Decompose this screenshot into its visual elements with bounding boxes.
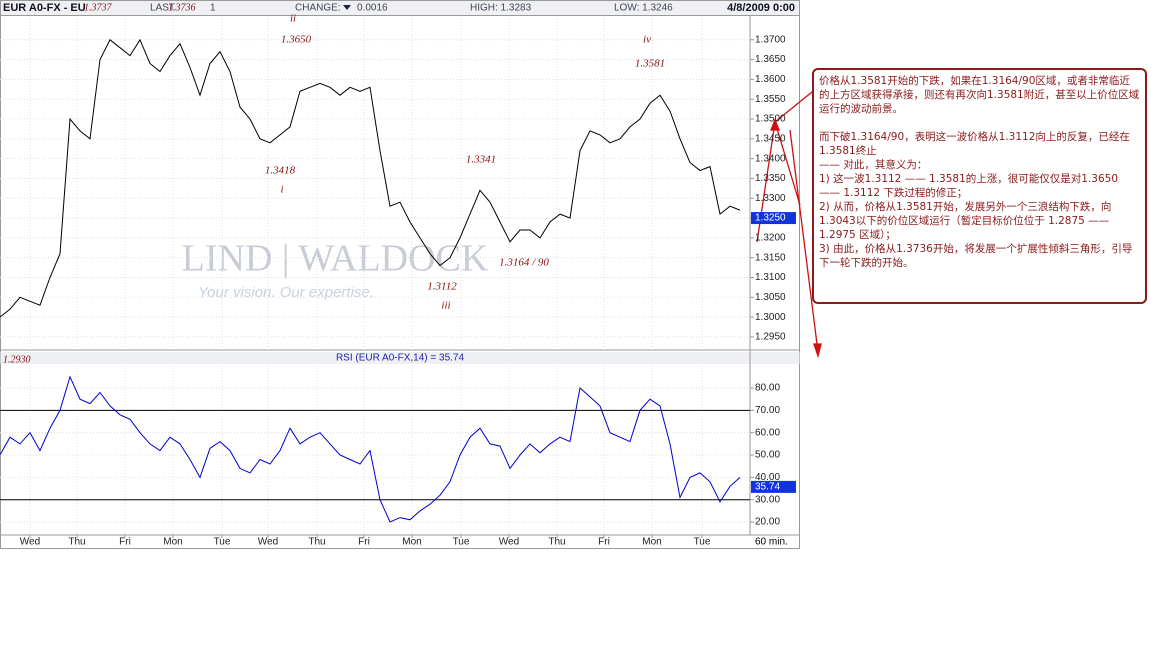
low: LOW: 1.3246: [614, 3, 673, 14]
last-caption: LAST: [150, 3, 175, 14]
header-bar: [0, 0, 800, 16]
x-tick-label: Fri: [119, 537, 131, 548]
annotation: 1.3112: [427, 281, 457, 293]
y-tick-label: 50.00: [755, 450, 780, 461]
arrow-line: [789, 129, 819, 353]
x-tick-label: Tue: [214, 537, 231, 548]
y-tick-label: 20.00: [755, 517, 780, 528]
frame: [0, 0, 800, 549]
annotation: i: [280, 184, 283, 196]
y-tick-label: 1.3600: [755, 74, 786, 85]
x-tick-label: Mon: [163, 537, 182, 548]
current-value-box: [751, 480, 796, 493]
arrow-head: [770, 118, 822, 359]
current-value-label: 35.74: [755, 482, 780, 493]
note-box: 价格从1.3581开始的下跌，如果在1.3164/90区域，或者非常临近的上方区…: [812, 68, 1147, 304]
y-tick-label: 1.3400: [755, 153, 786, 164]
current-value-box: [751, 212, 796, 225]
y-tick-label: 1.3050: [755, 292, 786, 303]
y-tick-label: 1.3550: [755, 94, 786, 105]
note-paragraph: 2) 从而，价格从1.3581开始，发展另外一个三浪结构下跌，向1.3043以下…: [819, 201, 1112, 241]
down-arrow: [343, 5, 351, 10]
y-tick-label: 1.3150: [755, 252, 786, 263]
x-tick-label: Mon: [642, 537, 661, 548]
annotation: iv: [643, 34, 651, 46]
y-tick-label: 1.3350: [755, 173, 786, 184]
y-tick-label: 1.3100: [755, 272, 786, 283]
watermark-slogan: Your vision. Our expertise.: [198, 284, 374, 301]
series-line: [0, 38, 741, 318]
x-tick-label: Thu: [308, 537, 325, 548]
y-tick-label: 1.3650: [755, 54, 786, 65]
y-tick-label: 1.3500: [755, 114, 786, 125]
high: HIGH: 1.3283: [470, 3, 532, 14]
annotation: 1.3341: [466, 154, 496, 166]
y-tick-label: 1.3700: [755, 34, 786, 45]
y-tick-label: 1.3300: [755, 193, 786, 204]
note-paragraph: —— 对此，其意义为：: [819, 159, 928, 171]
arrows: [756, 91, 822, 359]
y-tick-label: 30.00: [755, 494, 780, 505]
watermark-brand: LIND | WALDOCK: [182, 238, 489, 280]
high-mark: 1.3737: [84, 2, 113, 13]
note-paragraph: 1) 这一波1.3112 —— 1.3581的上涨，很可能仅仅是对1.3650 …: [819, 173, 1119, 199]
series-line: [0, 375, 741, 523]
y-tick-label: 40.00: [755, 472, 780, 483]
change-value: 0.0016: [357, 3, 388, 14]
annotation: 1.3164 / 90: [499, 257, 549, 269]
x-tick-label: Mon: [402, 537, 421, 548]
x-axis-label: 60 min.: [755, 537, 788, 548]
arrow-line: [774, 121, 801, 206]
x-tick-label: Wed: [499, 537, 519, 548]
annotation: ii: [290, 13, 296, 25]
x-tick-label: Fri: [358, 537, 370, 548]
annotation: 1.3418: [265, 165, 296, 177]
annotation: 1.3581: [635, 58, 665, 70]
x-tick-label: Thu: [68, 537, 85, 548]
annotation: iii: [441, 300, 450, 312]
x-tick-label: Tue: [453, 537, 470, 548]
annotation: 1.3650: [281, 34, 312, 46]
x-tick-label: Tue: [694, 537, 711, 548]
y-tick-label: 1.3450: [755, 133, 786, 144]
x-tick-label: Fri: [598, 537, 610, 548]
y-tick-label: 80.00: [755, 383, 780, 394]
x-tick-label: Wed: [20, 537, 40, 548]
x-tick-label: Thu: [548, 537, 565, 548]
rsi-header: [0, 352, 800, 364]
change-caption: CHANGE:: [295, 3, 341, 14]
datetime: 4/8/2009 0:00: [727, 2, 795, 14]
low-mark: 1.2930: [3, 354, 31, 365]
current-value-label: 1.3250: [755, 213, 786, 224]
note-paragraph: 3) 由此，价格从1.3736开始，将发展一个扩展性倾斜三角形，引导下一轮下跌的…: [819, 243, 1133, 269]
y-tick-label: 70.00: [755, 405, 780, 416]
rsi-title: RSI (EUR A0-FX,14) = 35.74: [336, 353, 465, 364]
note-paragraph: 价格从1.3581开始的下跌，如果在1.3164/90区域，或者非常临近的上方区…: [819, 75, 1140, 115]
y-tick-label: 1.3200: [755, 233, 786, 244]
note-paragraph: 而下破1.3164/90，表明这一波价格从1.3112向上的反复，已经在1.35…: [819, 131, 1130, 157]
count: 1: [210, 3, 216, 14]
y-tick-label: 1.2950: [755, 332, 786, 343]
x-tick-label: Wed: [258, 537, 278, 548]
y-tick-label: 1.3000: [755, 312, 786, 323]
last-value: 1.3736: [168, 2, 196, 13]
symbol: EUR A0-FX - EU: [3, 2, 86, 14]
y-tick-label: 60.00: [755, 427, 780, 438]
